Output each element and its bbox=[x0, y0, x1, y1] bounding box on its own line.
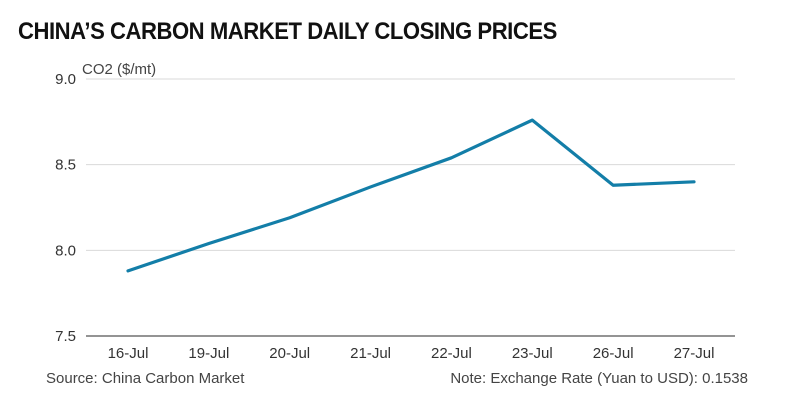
y-tick-labels: 7.5 8.0 8.5 9.0 bbox=[55, 71, 76, 345]
x-tick-label: 19-Jul bbox=[188, 345, 229, 362]
x-tick-label: 22-Jul bbox=[431, 345, 472, 362]
source-note: Source: China Carbon Market bbox=[46, 370, 245, 387]
series-line bbox=[126, 118, 696, 273]
y-tick-label: 8.0 bbox=[55, 242, 76, 259]
chart-title: CHINA’S CARBON MARKET DAILY CLOSING PRIC… bbox=[18, 18, 557, 45]
x-tick-label: 26-Jul bbox=[593, 345, 634, 362]
x-tick-label: 27-Jul bbox=[674, 345, 715, 362]
x-tick-label: 21-Jul bbox=[350, 345, 391, 362]
x-tick-label: 20-Jul bbox=[269, 345, 310, 362]
x-tick-labels: 16-Jul 19-Jul 20-Jul 21-Jul 22-Jul 23-Jul 26-J… bbox=[108, 345, 715, 362]
y-axis-label: CO2 ($/mt) bbox=[82, 61, 156, 78]
y-tick-label: 9.0 bbox=[55, 71, 76, 88]
gridlines bbox=[86, 78, 735, 337]
exchange-rate-note: Note: Exchange Rate (Yuan to USD): 0.153… bbox=[450, 370, 748, 387]
x-tick-label: 16-Jul bbox=[108, 345, 149, 362]
series-group bbox=[126, 118, 696, 273]
y-tick-label: 7.5 bbox=[55, 328, 76, 345]
y-tick-label: 8.5 bbox=[55, 157, 76, 174]
x-tick-label: 23-Jul bbox=[512, 345, 553, 362]
